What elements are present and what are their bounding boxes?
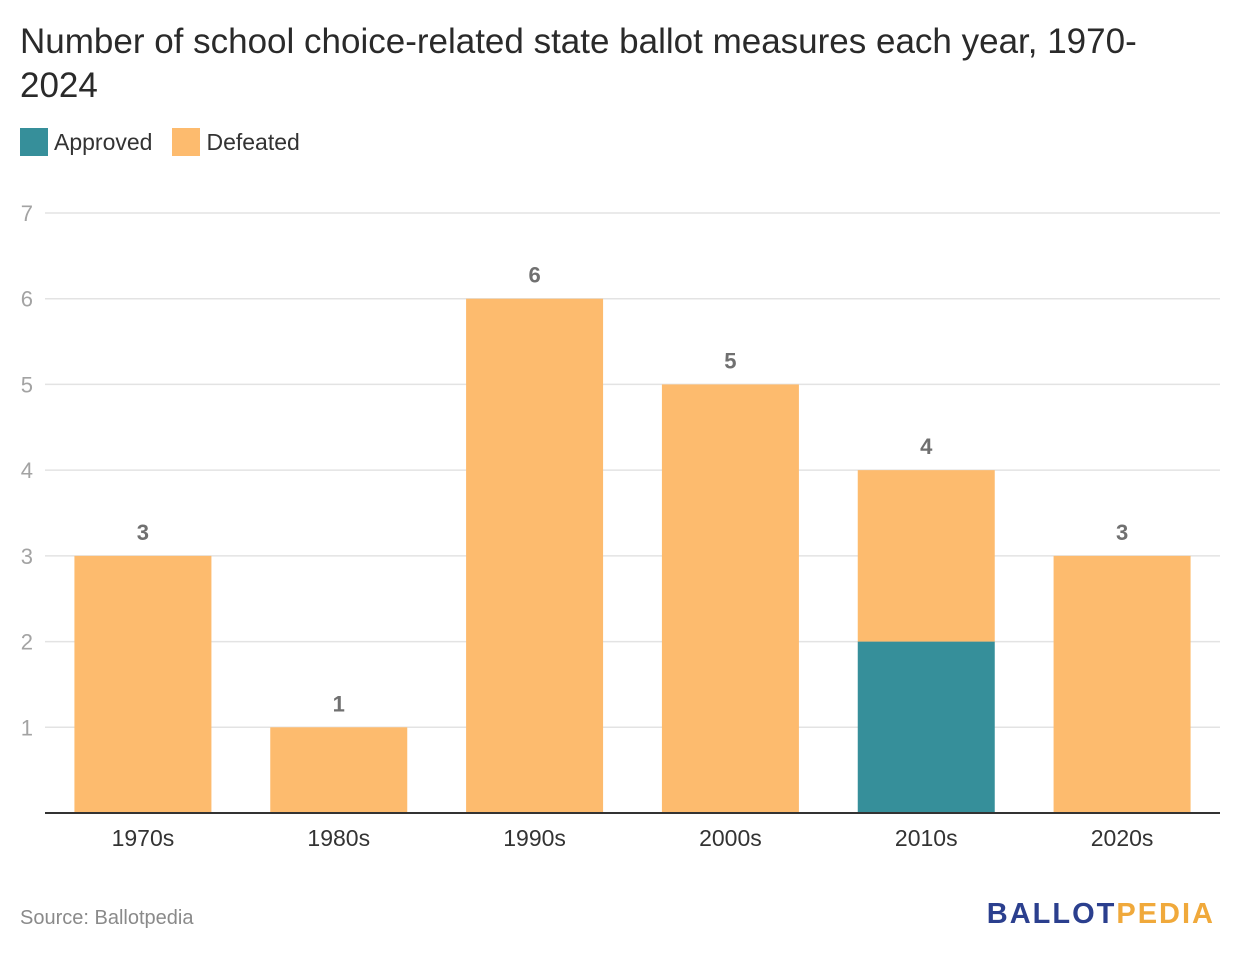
x-tick-label-2020s: 2020s <box>1091 825 1154 851</box>
y-tick-label-1: 1 <box>21 715 33 740</box>
bar-defeated-1970s <box>74 555 212 813</box>
x-tick-label-2000s: 2000s <box>699 825 762 851</box>
chart-title: Number of school choice-related state ba… <box>20 22 1137 105</box>
bar-chart: 1 2 3 4 5 6 7 3 1970s 1 1980s 6 1990s 5 2000s 4 2010s 3 20… <box>21 201 1220 851</box>
value-label-2000s: 5 <box>724 348 736 373</box>
y-tick-label-4: 4 <box>21 458 33 483</box>
y-tick-label-2: 2 <box>21 630 33 655</box>
y-tick-label-3: 3 <box>21 544 33 569</box>
legend-item-defeated: Defeated <box>172 128 300 156</box>
legend: Approved Defeated <box>20 127 320 157</box>
value-label-1970s: 3 <box>137 520 149 545</box>
x-tick-label-1980s: 1980s <box>307 825 370 851</box>
logo-text-ballot: BALLOT <box>986 898 1117 930</box>
legend-item-approved: Approved <box>20 128 152 156</box>
bar-defeated-2000s <box>661 384 799 813</box>
bar-defeated-1980s <box>270 727 408 813</box>
value-label-1980s: 1 <box>333 691 345 716</box>
legend-label-defeated: Defeated <box>206 128 300 155</box>
bar-defeated-2020s <box>1053 555 1191 813</box>
y-tick-label-5: 5 <box>21 372 33 397</box>
y-tick-label-6: 6 <box>21 287 33 312</box>
bar-defeated-2010s <box>857 470 995 642</box>
x-tick-label-1970s: 1970s <box>112 825 175 851</box>
logo-text-pedia: PEDIA <box>1116 898 1215 930</box>
x-tick-label-1990s: 1990s <box>503 825 566 851</box>
source-note: Source: Ballotpedia <box>20 907 194 929</box>
ballotpedia-logo: BALLOTPEDIA <box>987 898 1215 931</box>
legend-swatch-approved <box>20 128 48 156</box>
legend-swatch-defeated <box>172 128 201 156</box>
value-label-2010s: 4 <box>920 434 933 459</box>
value-label-1990s: 6 <box>528 263 540 288</box>
bar-defeated-1990s <box>466 298 604 813</box>
value-label-2020s: 3 <box>1116 520 1128 545</box>
bar-approved-2010s <box>857 641 995 813</box>
y-tick-label-7: 7 <box>21 201 33 226</box>
legend-label-approved: Approved <box>54 128 153 155</box>
x-tick-label-2010s: 2010s <box>895 825 958 851</box>
